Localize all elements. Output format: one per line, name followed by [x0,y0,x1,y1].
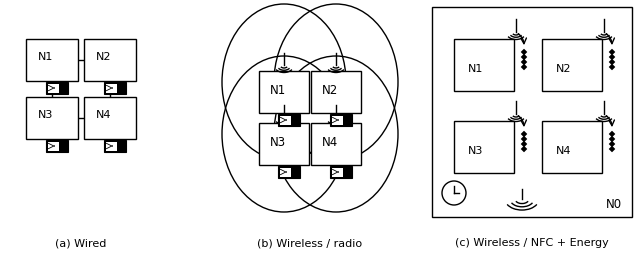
Text: N4: N4 [322,135,338,148]
Bar [332,116,343,125]
Polygon shape [609,64,615,70]
Polygon shape [521,136,527,142]
Bar [542,121,602,173]
Bar [47,83,59,92]
Bar [259,71,309,113]
Polygon shape [609,141,615,147]
Text: N0: N0 [606,198,622,212]
Text: (b) Wireless / radio: (b) Wireless / radio [257,238,363,248]
Polygon shape [609,136,615,142]
Text: N1: N1 [270,83,286,97]
Bar [454,39,514,91]
Polygon shape [609,131,615,137]
Bar [278,114,300,126]
Text: N1: N1 [38,52,54,62]
Bar [280,168,291,176]
Polygon shape [521,146,527,152]
Bar [311,71,361,113]
Bar [106,83,117,92]
Polygon shape [521,54,527,60]
Text: N1: N1 [468,64,484,74]
Bar [106,141,117,150]
Bar [311,123,361,165]
Bar [330,166,352,178]
Bar [84,97,136,139]
Text: N2: N2 [96,52,112,62]
Polygon shape [521,64,527,70]
Polygon shape [521,131,527,137]
Bar [259,123,309,165]
Text: (c) Wireless / NFC + Energy: (c) Wireless / NFC + Energy [455,238,609,248]
Bar [454,121,514,173]
Bar [104,82,126,94]
Bar [26,97,78,139]
Text: N3: N3 [468,146,484,156]
Bar [280,116,291,125]
Bar [84,39,136,81]
Polygon shape [609,54,615,60]
Bar [432,7,632,217]
Circle shape [442,181,466,205]
Bar [542,39,602,91]
Polygon shape [521,59,527,65]
Text: N2: N2 [322,83,338,97]
Bar [278,166,300,178]
Bar [47,141,59,150]
Bar [46,140,68,152]
Polygon shape [521,49,527,55]
Polygon shape [609,146,615,152]
Text: N2: N2 [556,64,572,74]
Text: N3: N3 [38,110,54,120]
Bar [26,39,78,81]
Bar [332,168,343,176]
Bar [46,82,68,94]
Polygon shape [609,49,615,55]
Text: N4: N4 [96,110,112,120]
Bar [330,114,352,126]
Polygon shape [521,141,527,147]
Polygon shape [609,59,615,65]
Text: N4: N4 [556,146,572,156]
Text: (a) Wired: (a) Wired [55,238,107,248]
Bar [104,140,126,152]
Text: N3: N3 [270,135,286,148]
